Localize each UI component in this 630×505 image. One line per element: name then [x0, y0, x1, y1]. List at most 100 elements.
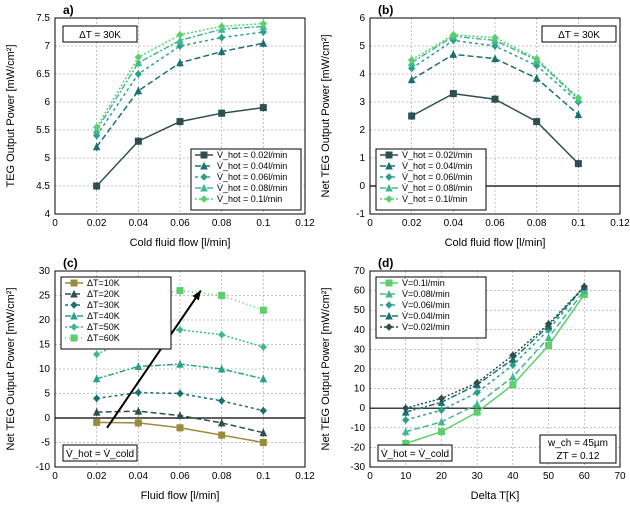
svg-text:a): a) — [63, 3, 74, 17]
svg-text:ΔT=60K: ΔT=60K — [87, 333, 120, 343]
svg-text:40: 40 — [354, 324, 366, 335]
svg-text:(d): (d) — [378, 256, 393, 270]
svg-text:0.04: 0.04 — [444, 218, 464, 229]
svg-text:V̇=0.08l/min: V̇=0.08l/min — [402, 288, 450, 298]
svg-text:25: 25 — [39, 290, 51, 301]
svg-text:0: 0 — [44, 413, 50, 424]
svg-text:30: 30 — [472, 471, 484, 482]
svg-text:V̇_hot = 0.06l/min: V̇_hot = 0.06l/min — [217, 172, 287, 182]
svg-text:V̇_hot = V̇_cold: V̇_hot = V̇_cold — [66, 447, 134, 460]
panel-b: 00.020.040.060.080.10.12-10123456Cold fl… — [315, 0, 630, 253]
svg-text:0.12: 0.12 — [610, 218, 630, 229]
svg-text:5: 5 — [44, 153, 50, 164]
svg-text:0: 0 — [359, 403, 365, 414]
svg-text:w_ch = 45µm: w_ch = 45µm — [547, 438, 608, 449]
svg-text:6: 6 — [44, 97, 50, 108]
svg-text:Net TEG Output Power [mW/cm²]: Net TEG Output Power [mW/cm²] — [320, 287, 332, 450]
svg-text:0.06: 0.06 — [485, 218, 505, 229]
svg-text:15: 15 — [39, 339, 51, 350]
svg-text:-30: -30 — [351, 462, 366, 473]
svg-text:V̇_hot = 0.1l/min: V̇_hot = 0.1l/min — [217, 194, 282, 204]
svg-text:7: 7 — [44, 41, 50, 52]
svg-text:4: 4 — [359, 69, 365, 80]
svg-text:ΔT=40K: ΔT=40K — [87, 311, 120, 321]
svg-text:50: 50 — [354, 305, 366, 316]
svg-text:10: 10 — [354, 383, 366, 394]
svg-text:0.12: 0.12 — [295, 471, 315, 482]
svg-text:10: 10 — [400, 471, 412, 482]
svg-text:20: 20 — [39, 315, 51, 326]
svg-text:V̇_hot = 0.02l/min: V̇_hot = 0.02l/min — [402, 150, 472, 160]
svg-text:ΔT = 30K: ΔT = 30K — [558, 30, 600, 41]
svg-text:V̇_hot = 0.1l/min: V̇_hot = 0.1l/min — [402, 194, 467, 204]
svg-text:(b): (b) — [378, 3, 393, 17]
svg-text:Cold fluid flow [l/min]: Cold fluid flow [l/min] — [130, 237, 231, 249]
svg-text:0.08: 0.08 — [527, 218, 547, 229]
svg-text:50: 50 — [543, 471, 555, 482]
svg-text:0.12: 0.12 — [295, 218, 315, 229]
svg-text:-1: -1 — [356, 209, 365, 220]
panel-c: 00.020.040.060.080.10.12-10-505101520253… — [0, 253, 315, 505]
svg-text:V̇_hot = V̇_cold: V̇_hot = V̇_cold — [381, 447, 449, 460]
svg-text:0.1: 0.1 — [256, 471, 270, 482]
panel-d: 010203040506070-30-20-10010203040506070D… — [315, 253, 630, 505]
svg-text:V̇=0.02l/min: V̇=0.02l/min — [402, 321, 450, 331]
svg-text:70: 70 — [614, 471, 626, 482]
svg-text:V̇_hot = 0.02l/min: V̇_hot = 0.02l/min — [217, 150, 287, 160]
svg-text:0: 0 — [52, 471, 58, 482]
svg-text:0.1: 0.1 — [571, 218, 585, 229]
svg-text:0.08: 0.08 — [212, 471, 232, 482]
svg-text:0.06: 0.06 — [170, 218, 190, 229]
panel-a: 0 0.02 0.04 0.06 0.08 0.1 0.12 4 4.5 5 5.5 6 6.5 7 7.5… — [0, 0, 315, 253]
svg-text:V̇_hot = 0.04l/min: V̇_hot = 0.04l/min — [402, 161, 472, 171]
svg-text:10: 10 — [39, 364, 51, 375]
svg-text:(c): (c) — [63, 256, 78, 270]
svg-text:0.1: 0.1 — [256, 218, 270, 229]
svg-text:0.04: 0.04 — [129, 218, 149, 229]
svg-text:2: 2 — [359, 125, 365, 136]
svg-text:Fluid flow [l/min]: Fluid flow [l/min] — [141, 490, 220, 502]
svg-text:Delta T[K]: Delta T[K] — [471, 490, 520, 502]
svg-text:5.5: 5.5 — [36, 125, 50, 136]
svg-text:20: 20 — [354, 364, 366, 375]
svg-text:5: 5 — [359, 41, 365, 52]
svg-text:0: 0 — [52, 218, 58, 229]
svg-text:30: 30 — [354, 344, 366, 355]
svg-text:7.5: 7.5 — [36, 13, 50, 24]
svg-text:40: 40 — [507, 471, 519, 482]
svg-text:70: 70 — [354, 266, 366, 277]
svg-text:-10: -10 — [36, 462, 51, 473]
svg-text:0.02: 0.02 — [87, 218, 107, 229]
svg-text:ΔT=30K: ΔT=30K — [87, 300, 120, 310]
svg-text:V̇_hot = 0.04l/min: V̇_hot = 0.04l/min — [217, 161, 287, 171]
svg-text:V̇=0.04l/min: V̇=0.04l/min — [402, 310, 450, 320]
svg-text:0.02: 0.02 — [87, 471, 107, 482]
svg-text:0.04: 0.04 — [129, 471, 149, 482]
svg-text:6.5: 6.5 — [36, 69, 50, 80]
svg-text:Net TEG Output Power [mW/cm²]: Net TEG Output Power [mW/cm²] — [5, 287, 17, 450]
svg-text:5: 5 — [44, 388, 50, 399]
svg-text:6: 6 — [359, 13, 365, 24]
svg-text:ΔT=20K: ΔT=20K — [87, 289, 120, 299]
svg-text:4.5: 4.5 — [36, 181, 50, 192]
svg-text:30: 30 — [39, 266, 51, 277]
svg-text:V̇=0.06l/min: V̇=0.06l/min — [402, 299, 450, 309]
svg-text:1: 1 — [359, 153, 365, 164]
svg-text:ΔT=10K: ΔT=10K — [87, 278, 120, 288]
svg-text:ΔT = 30K: ΔT = 30K — [79, 30, 121, 41]
svg-text:0.02: 0.02 — [402, 218, 422, 229]
svg-text:V̇_hot = 0.06l/min: V̇_hot = 0.06l/min — [402, 172, 472, 182]
svg-text:TEG Output Power [mW/cm²]: TEG Output Power [mW/cm²] — [5, 44, 17, 187]
svg-text:-5: -5 — [41, 437, 50, 448]
svg-text:0: 0 — [367, 471, 373, 482]
svg-text:-10: -10 — [351, 422, 366, 433]
svg-text:V̇=0.1l/min: V̇=0.1l/min — [402, 277, 445, 287]
svg-text:0.08: 0.08 — [212, 218, 232, 229]
svg-text:V̇_hot = 0.08l/min: V̇_hot = 0.08l/min — [402, 183, 472, 193]
svg-text:-20: -20 — [351, 442, 366, 453]
svg-text:0: 0 — [359, 181, 365, 192]
svg-text:60: 60 — [579, 471, 591, 482]
svg-text:3: 3 — [359, 97, 365, 108]
svg-text:4: 4 — [44, 209, 50, 220]
svg-text:60: 60 — [354, 285, 366, 296]
